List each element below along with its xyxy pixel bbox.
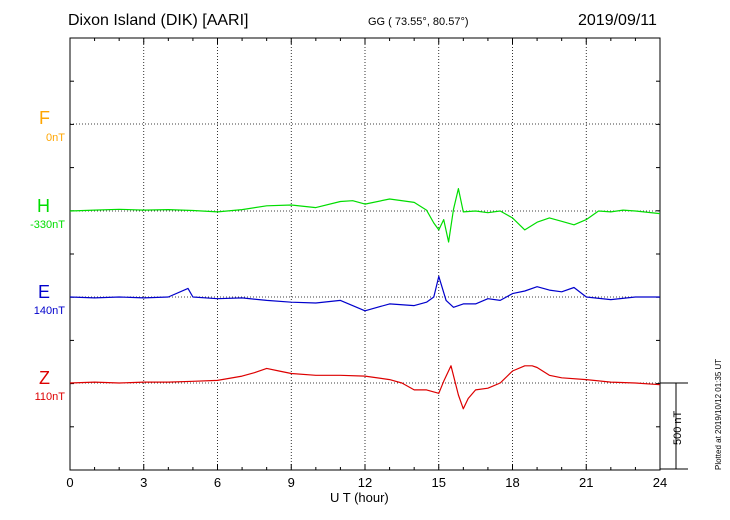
x-tick-label: 3 [140,475,147,490]
scale-bar [660,382,688,470]
baseline-label-z: 110nT [34,391,65,403]
x-ticks: 0 3 6 9 12 15 18 21 24 [66,38,667,490]
coordinates-label: GG ( 73.55°, 80.57°) [368,16,469,28]
baseline-label-e: 140nT [33,305,65,317]
x-tick-label: 21 [579,475,593,490]
baseline-label-f: 0nT [46,132,65,144]
x-tick-label: 9 [288,475,295,490]
x-tick-label: 18 [505,475,519,490]
baseline-label-h: -330nT [30,219,65,231]
x-tick-label: 6 [214,475,221,490]
grid [70,38,660,470]
component-label-e: E [37,282,50,302]
x-tick-label: 12 [358,475,372,490]
station-title: Dixon Island (DIK) [AARI] [68,12,249,29]
plotted-timestamp: Plotted at 2019/10/12 01:35 UT [714,358,723,470]
series-line-z [69,365,661,410]
date-label: 2019/09/11 [578,12,657,29]
series-line-e [69,275,660,312]
series-line-h [69,188,661,243]
x-tick-label: 15 [432,475,446,490]
x-axis-label: U T (hour) [330,490,389,505]
component-label-f: F [39,108,50,128]
x-tick-label: 24 [653,475,667,490]
x-tick-label: 0 [66,475,73,490]
component-label-z: Z [39,368,50,388]
series-group [69,188,661,410]
scale-bar-label: 500 nT [672,410,684,445]
component-label-h: H [37,196,50,216]
